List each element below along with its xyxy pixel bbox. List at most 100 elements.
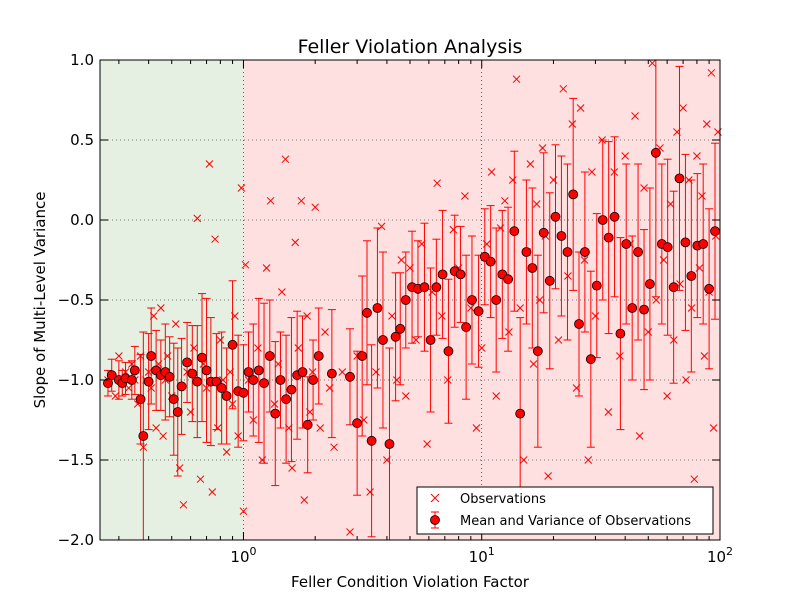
mean-point [645,279,655,289]
mean-point [106,370,117,381]
observation-point [208,488,217,496]
observation-point [652,296,661,304]
observation-point [388,312,396,320]
observation-point [159,432,167,440]
observation-point [284,424,293,432]
observation-point [254,344,262,352]
mean-point [390,331,401,342]
observation-point [222,448,231,456]
mean-point [597,215,608,225]
mean-point [585,354,596,365]
observation-point [516,304,525,312]
x-tick-label: 102 [707,545,733,566]
mean-point [126,375,137,385]
observation-point [193,214,202,223]
y-axis-label: Slope of Multi-Level Variance [31,192,49,409]
y-tick-label: −1.0 [58,371,94,389]
observation-point [693,152,701,160]
observation-point [156,304,165,312]
observation-point [695,264,704,272]
observation-point [346,528,354,536]
x-axis-label: Feller Condition Violation Factor [291,573,530,591]
observation-point [366,488,374,496]
observation-point [698,192,706,200]
observation-point [179,500,188,509]
observation-point [631,112,639,120]
observation-point [321,328,329,336]
observation-point [241,260,250,269]
mean-point [201,365,212,376]
observation-point [401,392,410,400]
mean-point [704,283,714,294]
mean-point [168,394,179,405]
mean-point [627,303,638,313]
observation-point [303,312,311,320]
observation-point [417,240,426,248]
observation-point [512,75,521,84]
mean-point [286,384,297,395]
mean-point [443,346,454,357]
observation-point [702,120,711,128]
observation-point [588,168,596,176]
observation-point [294,344,303,352]
mean-point [710,226,720,237]
mean-point [395,323,406,334]
observation-point [216,336,225,344]
observation-point [508,176,517,184]
observation-point [234,432,243,440]
mean-point [579,247,590,257]
y-tick-label: 1.0 [70,51,94,69]
mean-point [538,227,549,238]
mean-point [425,335,436,345]
observation-point [281,155,290,164]
observation-point [529,360,538,368]
observation-point [559,84,568,93]
observation-point [213,424,222,432]
mean-point [103,378,113,389]
observation-point [443,376,452,384]
observation-point [274,360,283,368]
mean-point [182,357,192,368]
observation-point [262,264,271,272]
observation-point [544,472,553,480]
legend-box [416,486,714,535]
mean-point [372,303,383,313]
observation-point [644,328,653,336]
observation-point [669,336,678,344]
mean-point [621,239,632,249]
observation-point [554,336,563,344]
mean-point [698,239,709,249]
observation-point [249,416,258,424]
observation-point [211,235,219,244]
observation-point [383,456,391,464]
observation-point [258,456,267,464]
mean-point [509,226,520,237]
observation-point [433,179,442,188]
observation-point [687,304,696,312]
observation-point [230,312,239,320]
mean-point [419,282,430,293]
observation-point [584,456,593,464]
mean-point [138,431,149,441]
observation-point [308,368,317,376]
mean-point [164,371,175,382]
mean-point [326,368,337,379]
observation-point [690,475,699,484]
mean-point [544,275,555,286]
mean-point [187,368,198,379]
observation-point [659,256,668,264]
mean-point [259,378,269,389]
mean-point [532,346,543,357]
mean-point [248,375,259,385]
mean-point [662,242,673,253]
mean-point [253,365,264,376]
observation-point [477,344,486,352]
y-tick-label: 0.0 [70,211,94,229]
mean-point [197,352,207,363]
mean-point [281,394,291,405]
mean-point [345,371,355,382]
mean-point [264,351,275,361]
observation-point [500,196,509,205]
observation-point [392,376,401,384]
legend-observations-label: Observations [460,492,546,507]
